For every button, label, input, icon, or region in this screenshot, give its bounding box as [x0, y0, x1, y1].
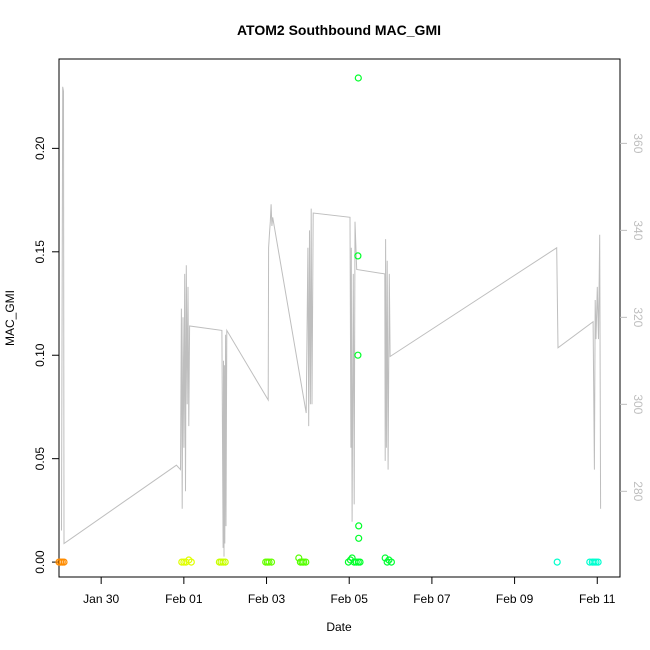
y2-tick-label: 280	[631, 481, 645, 501]
y-tick-label: 0.10	[33, 343, 47, 367]
y-axis-label: MAC_GMI	[3, 290, 17, 346]
x-tick-label: Feb 07	[413, 592, 451, 606]
y-tick-label: 0.15	[33, 240, 47, 264]
plot-frame	[58, 58, 621, 578]
data-point	[355, 534, 363, 542]
data-point	[348, 554, 356, 562]
data-point	[187, 558, 195, 566]
data-point	[267, 558, 276, 566]
series-line	[61, 86, 602, 557]
x-tick-label: Feb 09	[496, 592, 534, 606]
secondary-y-axis: 280 300 320 340 360	[620, 133, 645, 502]
data-point	[592, 558, 600, 566]
y-tick-label: 0.20	[33, 136, 47, 160]
chart-title: ATOM2 Southbound MAC_GMI	[237, 22, 441, 38]
x-tick-label: Feb 01	[165, 592, 203, 606]
plot-area	[55, 74, 602, 566]
data-point	[217, 558, 225, 566]
y-tick-label: 0.05	[33, 447, 47, 471]
data-point	[221, 558, 229, 566]
y2-tick-label: 340	[631, 220, 645, 240]
y-axis: 0.00 0.05 0.10 0.15 0.20	[33, 136, 59, 574]
x-tick-label: Feb 11	[579, 592, 616, 606]
data-point	[352, 558, 360, 566]
data-point	[265, 558, 273, 566]
y-tick-label: 0.00	[33, 550, 47, 574]
data-point	[178, 558, 186, 566]
y2-tick-label: 360	[631, 133, 645, 153]
data-point	[383, 558, 391, 566]
data-point	[355, 522, 363, 530]
data-point	[594, 558, 602, 566]
x-tick-label: Feb 03	[248, 592, 286, 606]
data-point	[219, 558, 227, 566]
data-point	[300, 558, 308, 566]
data-point	[553, 558, 561, 566]
x-tick-label: Jan 30	[83, 592, 119, 606]
y2-tick-label: 300	[631, 394, 645, 414]
data-point	[387, 558, 395, 566]
x-axis: Jan 30 Feb 01 Feb 03 Feb 05 Feb 07 Feb 09 Feb …	[83, 577, 616, 606]
y2-tick-label: 320	[631, 307, 645, 327]
x-axis-label: Date	[326, 620, 352, 634]
data-point	[590, 558, 598, 566]
data-point	[60, 558, 68, 566]
data-point	[354, 74, 362, 82]
data-point	[302, 558, 310, 566]
data-point	[356, 558, 364, 566]
data-point	[381, 554, 389, 562]
data-point	[354, 252, 362, 260]
data-point	[354, 351, 362, 359]
x-tick-label: Feb 05	[331, 592, 369, 606]
